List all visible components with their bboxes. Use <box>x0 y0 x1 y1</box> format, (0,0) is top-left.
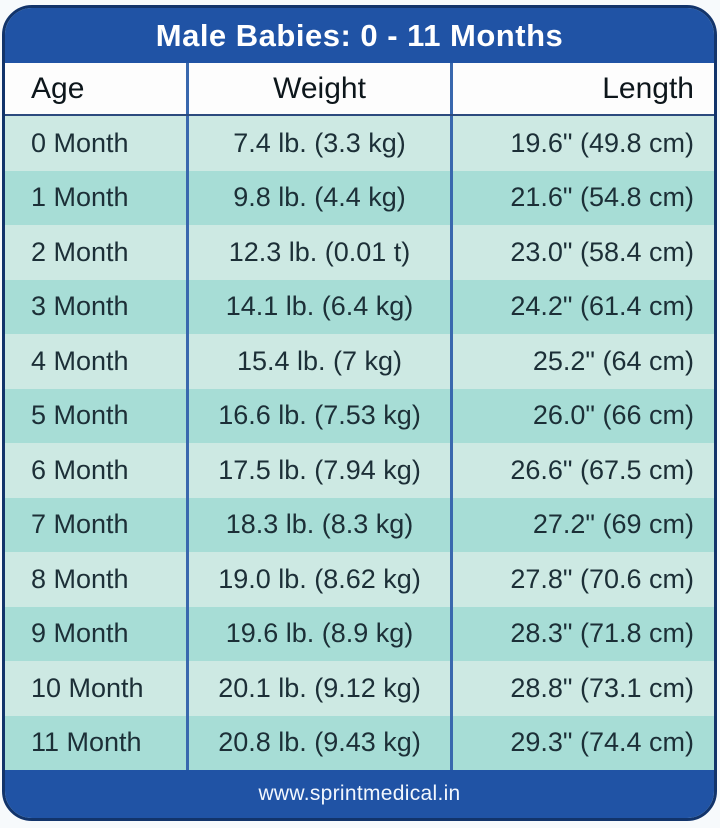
cell-weight: 9.8 lb. (4.4 kg) <box>189 170 453 225</box>
table-row: 9 Month 19.6 lb. (8.9 kg) 28.3" (71.8 cm… <box>5 606 714 661</box>
column-header-length: Length <box>602 71 694 105</box>
table-row: 6 Month 17.5 lb. (7.94 kg) 26.6" (67.5 c… <box>5 443 714 498</box>
cell-age: 0 Month <box>5 116 189 171</box>
cell-length: 19.6" (49.8 cm) <box>510 127 694 158</box>
cell-length: 26.6" (67.5 cm) <box>510 454 694 485</box>
cell-age: 11 Month <box>5 715 189 770</box>
cell-age: 2 Month <box>5 225 189 280</box>
cell-length: 21.6" (54.8 cm) <box>510 182 694 213</box>
cell-weight: 19.6 lb. (8.9 kg) <box>189 606 453 661</box>
cell-weight: 20.1 lb. (9.12 kg) <box>189 661 453 716</box>
cell-age: 5 Month <box>5 388 189 443</box>
cell-age: 1 Month <box>5 170 189 225</box>
cell-age: 4 Month <box>5 334 189 389</box>
cell-length: 23.0" (58.4 cm) <box>510 236 694 267</box>
cell-length: 27.8" (70.6 cm) <box>510 563 694 594</box>
cell-length: 28.3" (71.8 cm) <box>510 618 694 649</box>
table-body: 0 Month 7.4 lb. (3.3 kg) 19.6" (49.8 cm)… <box>5 116 714 770</box>
title-banner: Male Babies: 0 - 11 Months <box>5 8 714 63</box>
cell-age: 7 Month <box>5 497 189 552</box>
table-row: 3 Month 14.1 lb. (6.4 kg) 24.2" (61.4 cm… <box>5 279 714 334</box>
table-row: 11 Month 20.8 lb. (9.43 kg) 29.3" (74.4 … <box>5 715 714 770</box>
cell-length: 28.8" (73.1 cm) <box>510 672 694 703</box>
column-header-weight: Weight <box>189 63 453 114</box>
cell-weight: 7.4 lb. (3.3 kg) <box>189 116 453 171</box>
cell-weight: 17.5 lb. (7.94 kg) <box>189 443 453 498</box>
table-row: 4 Month 15.4 lb. (7 kg) 25.2" (64 cm) <box>5 334 714 389</box>
cell-age: 10 Month <box>5 661 189 716</box>
growth-chart-card: Male Babies: 0 - 11 Months Age Weight Le… <box>2 5 717 821</box>
table-header-row: Age Weight Length <box>5 63 714 116</box>
cell-weight: 18.3 lb. (8.3 kg) <box>189 497 453 552</box>
column-header-age: Age <box>5 63 189 114</box>
cell-age: 8 Month <box>5 552 189 607</box>
table-row: 5 Month 16.6 lb. (7.53 kg) 26.0" (66 cm) <box>5 388 714 443</box>
cell-weight: 14.1 lb. (6.4 kg) <box>189 279 453 334</box>
footer-banner: www.sprintmedical.in <box>5 770 714 818</box>
cell-weight: 20.8 lb. (9.43 kg) <box>189 715 453 770</box>
cell-length: 29.3" (74.4 cm) <box>510 727 694 758</box>
website-link[interactable]: www.sprintmedical.in <box>258 782 461 805</box>
cell-age: 3 Month <box>5 279 189 334</box>
cell-length: 27.2" (69 cm) <box>532 509 694 540</box>
table-row: 2 Month 12.3 lb. (0.01 t) 23.0" (58.4 cm… <box>5 225 714 280</box>
page-title: Male Babies: 0 - 11 Months <box>155 17 564 53</box>
cell-length: 24.2" (61.4 cm) <box>510 291 694 322</box>
cell-weight: 19.0 lb. (8.62 kg) <box>189 552 453 607</box>
table-row: 8 Month 19.0 lb. (8.62 kg) 27.8" (70.6 c… <box>5 552 714 607</box>
table-row: 7 Month 18.3 lb. (8.3 kg) 27.2" (69 cm) <box>5 497 714 552</box>
table-row: 1 Month 9.8 lb. (4.4 kg) 21.6" (54.8 cm) <box>5 170 714 225</box>
cell-age: 6 Month <box>5 443 189 498</box>
cell-age: 9 Month <box>5 606 189 661</box>
cell-weight: 12.3 lb. (0.01 t) <box>189 225 453 280</box>
table-row: 0 Month 7.4 lb. (3.3 kg) 19.6" (49.8 cm) <box>5 116 714 171</box>
cell-length: 26.0" (66 cm) <box>532 400 694 431</box>
cell-weight: 16.6 lb. (7.53 kg) <box>189 388 453 443</box>
cell-weight: 15.4 lb. (7 kg) <box>189 334 453 389</box>
table-row: 10 Month 20.1 lb. (9.12 kg) 28.8" (73.1 … <box>5 661 714 716</box>
cell-length: 25.2" (64 cm) <box>532 345 694 376</box>
